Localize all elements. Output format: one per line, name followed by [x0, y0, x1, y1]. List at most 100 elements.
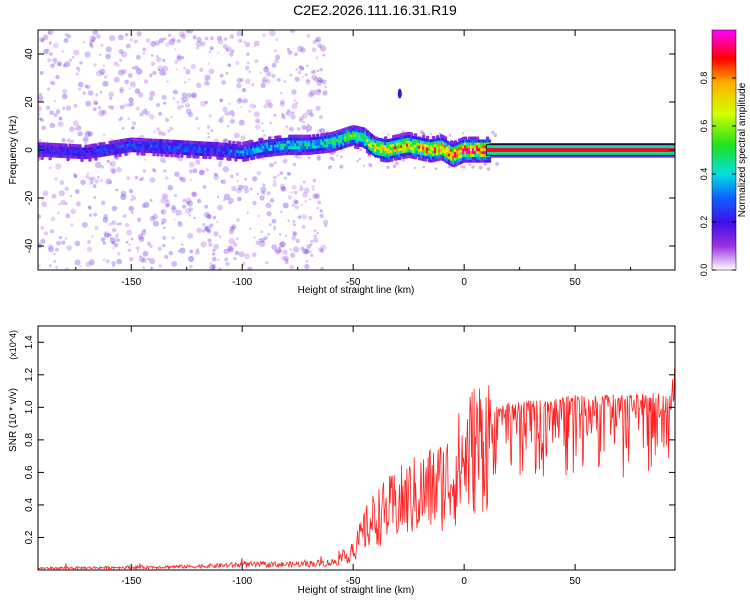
heatmap-noise-cell	[101, 72, 104, 75]
heatmap-noise-cell	[102, 133, 106, 137]
heatmap-noise-cell	[280, 186, 286, 192]
heatmap-ridge-cell	[78, 144, 82, 148]
heatmap-noise-cell	[219, 73, 224, 78]
heatmap-noise-cell	[310, 109, 313, 112]
heatmap-noise-cell	[315, 105, 321, 111]
heatmap-noise-cell	[74, 175, 78, 178]
heatmap-noise-cell	[260, 82, 266, 89]
heatmap-noise-cell	[305, 80, 311, 86]
heatmap-noise-cell	[105, 46, 112, 53]
heatmap-ridge-cell	[268, 136, 272, 140]
heatmap-noise-cell	[212, 252, 216, 256]
heatmap-noise-cell	[195, 40, 202, 47]
heatmap-noise-cell	[204, 225, 211, 232]
heatmap-noise-cell	[287, 219, 290, 222]
heatmap-x-tick-label: 50	[570, 277, 582, 288]
heatmap-noise-cell	[209, 46, 214, 51]
heatmap-noise-cell	[161, 132, 166, 136]
heatmap-noise-cell	[222, 44, 228, 49]
heatmap-noise-cell	[66, 245, 72, 251]
heatmap-noise-cell	[223, 248, 230, 255]
heatmap-x-tick-label: -150	[121, 277, 141, 288]
heatmap-noise-cell	[41, 199, 44, 201]
heatmap-noise-cell	[140, 176, 145, 181]
heatmap-noise-cell	[266, 191, 271, 196]
heatmap-noise-cell	[152, 220, 159, 227]
heatmap-noise-cell	[109, 162, 112, 165]
heatmap-noise-cell	[249, 227, 252, 230]
heatmap-noise-cell	[143, 158, 147, 161]
heatmap-noise-cell	[177, 221, 183, 227]
heatmap-noise-cell	[185, 108, 192, 115]
heatmap-noise-cell	[228, 229, 234, 235]
snr-y-tick-label: 0.4	[24, 498, 35, 512]
heatmap-noise-cell	[308, 215, 313, 220]
heatmap-noise-cell	[478, 165, 483, 170]
heatmap-noise-cell	[91, 40, 95, 43]
heatmap-noise-cell	[119, 116, 124, 121]
heatmap-noise-cell	[274, 49, 277, 52]
snr-x-tick-label: -50	[346, 576, 361, 587]
heatmap-noise-cell	[271, 244, 278, 250]
heatmap-ridge-cell	[80, 158, 84, 162]
heatmap-noise-cell	[302, 120, 305, 124]
snr-x-tick-label: -100	[232, 576, 252, 587]
heatmap-noise-cell	[76, 125, 82, 131]
heatmap-noise-cell	[292, 220, 296, 223]
heatmap-noise-cell	[304, 263, 310, 270]
heatmap-noise-cell	[302, 191, 308, 198]
heatmap-noise-cell	[283, 255, 289, 261]
heatmap-noise-cell	[225, 46, 232, 53]
heatmap-noise-cell	[324, 85, 328, 89]
colorbar-ticks: 0.0 0.2 0.4 0.6 0.8	[699, 72, 736, 277]
heatmap-noise-cell	[262, 33, 266, 37]
heatmap-noise-cell	[169, 126, 174, 131]
heatmap-noise-cell	[268, 223, 272, 227]
heatmap-noise-cell	[109, 237, 117, 244]
heatmap-noise-cell	[38, 214, 42, 219]
heatmap-noise-cell	[100, 43, 104, 47]
heatmap-noise-cell	[261, 157, 264, 160]
heatmap-noise-cell	[301, 214, 307, 220]
heatmap-noise-cell	[336, 154, 339, 157]
heatmap-noise-cell	[312, 193, 319, 200]
heatmap-noise-cell	[135, 106, 140, 111]
heatmap-ridge-cell	[398, 156, 402, 160]
heatmap-noise-cell	[176, 209, 182, 216]
heatmap-noise-cell	[420, 130, 424, 135]
heatmap-noise-cell	[158, 130, 163, 136]
heatmap-noise-cell	[103, 75, 108, 79]
heatmap-noise-cell	[118, 118, 122, 122]
heatmap-x-tick-label: -50	[346, 277, 361, 288]
heatmap-noise-cell	[221, 80, 227, 85]
heatmap-noise-cell	[78, 87, 81, 91]
heatmap-noise-cell	[93, 212, 98, 217]
heatmap-noise-cell	[328, 165, 332, 170]
heatmap-noise-cell	[316, 232, 319, 235]
colorbar-tick-label: 0.0	[699, 264, 709, 277]
heatmap-noise-cell	[246, 186, 249, 189]
heatmap-noise-cell	[70, 208, 77, 215]
heatmap-ridge-cell	[475, 136, 480, 140]
heatmap-noise-cell	[207, 132, 210, 135]
heatmap-noise-cell	[309, 89, 316, 96]
colorbar-tick-label: 0.4	[699, 168, 709, 181]
heatmap-noise-cell	[88, 205, 91, 208]
heatmap-noise-cell	[87, 90, 94, 96]
heatmap-ridge-cell	[487, 159, 492, 163]
heatmap-noise-cell	[161, 218, 167, 224]
heatmap-ridge-cell	[94, 143, 98, 147]
heatmap-noise-cell	[434, 167, 438, 171]
heatmap-noise-cell	[219, 98, 224, 103]
heatmap-noise-cell	[38, 95, 44, 102]
heatmap-noise-cell	[109, 105, 115, 110]
heatmap-noise-cell	[112, 264, 115, 268]
heatmap-noise-cell	[149, 114, 155, 120]
heatmap-noise-cell	[222, 198, 226, 202]
heatmap-ridge-cell	[102, 141, 106, 146]
heatmap-noise-cell	[94, 226, 99, 231]
heatmap-noise-cell	[232, 114, 235, 117]
heatmap-noise-cell	[109, 35, 116, 42]
heatmap-noise-cell	[38, 117, 42, 121]
heatmap-noise-cell	[392, 164, 397, 169]
